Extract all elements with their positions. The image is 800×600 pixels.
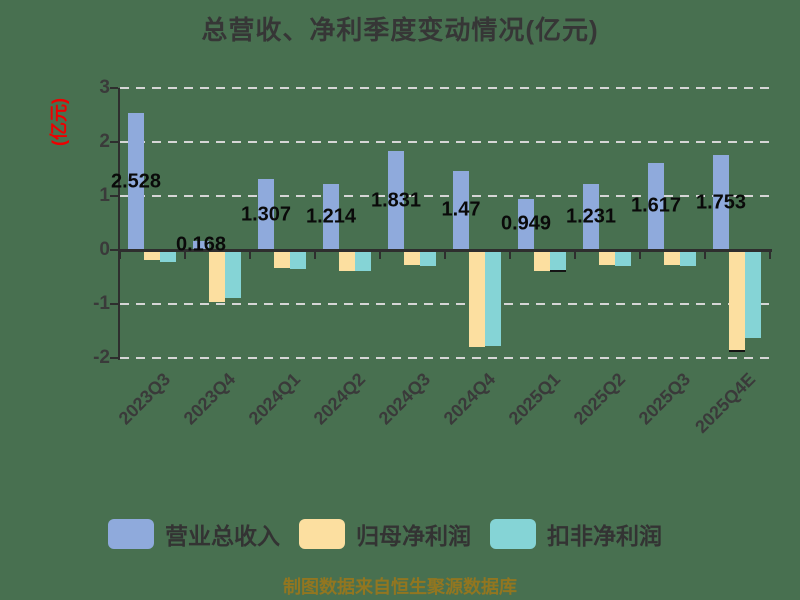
legend-swatch-revenue [108, 519, 154, 549]
x-label-2024Q1: 2024Q1 [244, 369, 305, 429]
legend-item-revenue: 营业总收入 [108, 517, 280, 551]
bar-non-gaap-2024Q3 [420, 250, 436, 266]
bar-net-profit-2025Q1 [534, 250, 550, 271]
bar-non-gaap-2024Q2 [355, 250, 371, 271]
legend-label-non-gaap: 扣非净利润 [547, 523, 662, 549]
bar-revenue-2023Q4 [193, 240, 209, 250]
bar-net-profit-2023Q3 [144, 250, 160, 261]
bar-net-profit-2024Q1 [274, 250, 290, 268]
x-tick-mark [379, 250, 381, 259]
x-label-2025Q3: 2025Q3 [634, 369, 695, 429]
bar-revenue-2024Q4 [453, 170, 469, 250]
bar-revenue-2025Q2 [583, 183, 599, 250]
y-tick-mark [110, 87, 118, 89]
x-label-2024Q4: 2024Q4 [439, 369, 500, 429]
bar-net-profit-2024Q2 [339, 250, 355, 271]
bar-non-gaap-2025Q2 [615, 250, 631, 266]
data-source-caption: 制图数据来自恒生聚源数据库 [283, 577, 517, 597]
bar-non-gaap-2023Q3 [160, 250, 176, 262]
value-label-2024Q3: 1.831 [370, 189, 422, 212]
y-tick-label-1: 1 [99, 185, 110, 206]
value-label-2023Q4: 0.168 [175, 233, 227, 256]
bar-net-profit-2025Q2 [599, 250, 615, 265]
x-tick-mark [769, 250, 771, 259]
bar-non-gaap-2025Q3 [680, 250, 696, 266]
value-label-2025Q1: 0.949 [500, 212, 552, 235]
x-tick-mark [574, 250, 576, 259]
bar-revenue-2024Q3 [388, 151, 404, 250]
x-label-2025Q4E: 2025Q4E [691, 369, 760, 437]
x-tick-mark [639, 250, 641, 259]
value-label-2024Q4: 1.47 [441, 198, 481, 221]
gridline-y-1 [120, 195, 770, 197]
bar-net-profit-2023Q4 [209, 250, 225, 303]
value-label-2025Q2: 1.231 [565, 205, 617, 228]
y-axis-line [118, 88, 120, 360]
value-label-2023Q3: 2.528 [110, 170, 162, 193]
x-tick-mark [119, 250, 121, 259]
y-tick-label--1: -1 [93, 293, 110, 314]
x-label-2023Q4: 2023Q4 [179, 369, 240, 429]
x-tick-mark [314, 250, 316, 259]
bar-min-marker [550, 269, 566, 272]
bar-non-gaap-2024Q4 [485, 250, 501, 347]
value-label-2025Q3: 1.617 [630, 194, 682, 217]
bar-revenue-2023Q3 [128, 113, 144, 250]
y-tick-mark [110, 141, 118, 143]
x-tick-mark [509, 250, 511, 259]
bar-net-profit-2025Q4E [729, 250, 745, 353]
legend-swatch-net-profit [299, 519, 345, 549]
bar-non-gaap-2025Q1 [550, 250, 566, 272]
y-tick-label-2: 2 [99, 131, 110, 152]
x-tick-mark [704, 250, 706, 259]
value-label-2024Q1: 1.307 [240, 203, 292, 226]
bar-net-profit-2024Q4 [469, 250, 485, 347]
x-label-2024Q3: 2024Q3 [374, 369, 435, 429]
y-tick-mark [110, 303, 118, 305]
value-label-2024Q2: 1.214 [305, 205, 357, 228]
value-label-2025Q4E: 1.753 [695, 191, 747, 214]
bar-non-gaap-2023Q4 [225, 250, 241, 299]
x-label-2023Q3: 2023Q3 [114, 369, 175, 429]
bar-non-gaap-2025Q4E [745, 250, 761, 339]
y-tick-mark [110, 357, 118, 359]
x-tick-mark [249, 250, 251, 259]
x-label-2025Q2: 2025Q2 [569, 369, 630, 429]
bar-revenue-2024Q1 [258, 179, 274, 250]
gridline-y--2 [120, 357, 770, 359]
gridline-y-2 [120, 141, 770, 143]
bar-revenue-2025Q1 [518, 198, 534, 250]
legend-swatch-non-gaap [490, 519, 536, 549]
legend: 营业总收入 归母净利润 扣非净利润 [0, 517, 770, 551]
y-tick-label--2: -2 [93, 347, 110, 368]
gridline-y--1 [120, 303, 770, 305]
x-label-2025Q1: 2025Q1 [504, 369, 565, 429]
y-tick-label-0: 0 [99, 239, 110, 260]
x-label-2024Q2: 2024Q2 [309, 369, 370, 429]
legend-label-revenue: 营业总收入 [165, 523, 280, 549]
bar-revenue-2025Q4E [713, 155, 729, 250]
legend-label-net-profit: 归母净利润 [356, 523, 471, 549]
bar-non-gaap-2024Q1 [290, 250, 306, 269]
bar-net-profit-2025Q3 [664, 250, 680, 265]
x-tick-mark [184, 250, 186, 259]
gridline-y-3 [120, 87, 770, 89]
bar-min-marker [729, 350, 745, 353]
bar-revenue-2024Q2 [323, 184, 339, 250]
x-tick-mark [444, 250, 446, 259]
y-tick-mark [110, 195, 118, 197]
y-tick-mark [110, 249, 118, 251]
bar-net-profit-2024Q3 [404, 250, 420, 265]
legend-item-net-profit: 归母净利润 [299, 517, 471, 551]
bar-revenue-2025Q3 [648, 162, 664, 250]
zero-axis-line [118, 249, 772, 252]
y-tick-label-3: 3 [99, 77, 110, 98]
chart-title: 总营收、净利季度变动情况(亿元) [201, 15, 599, 45]
legend-item-non-gaap: 扣非净利润 [490, 517, 662, 551]
